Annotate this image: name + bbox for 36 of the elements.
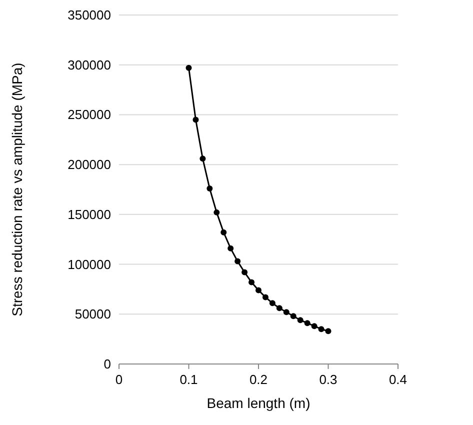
point	[206, 186, 213, 192]
y-axis-title: Stress reduction rate vs amplitude (MPa)	[9, 62, 25, 316]
point	[200, 156, 206, 162]
point	[214, 209, 220, 216]
x-tick-label: 0.4	[388, 372, 408, 387]
point	[192, 116, 199, 123]
y-tick-label: 350000	[68, 8, 111, 22]
point	[186, 64, 192, 71]
y-tick-label: 0	[104, 356, 111, 372]
x-tick-label: 0.1	[180, 372, 198, 387]
x-tick-label: 0	[115, 372, 123, 387]
point	[304, 320, 310, 326]
point	[318, 326, 324, 332]
point	[290, 313, 296, 320]
y-tick-label: 300000	[68, 57, 111, 72]
point	[234, 258, 241, 264]
y-tick-label: 50000	[74, 306, 111, 322]
point	[256, 287, 262, 294]
point	[262, 294, 268, 300]
x-tick-label: 0.2	[249, 372, 268, 387]
point	[228, 245, 234, 252]
point	[325, 328, 332, 334]
point	[297, 317, 304, 324]
x-tick-label: 0.3	[319, 372, 338, 387]
x-axis-title: Beam length (m)	[206, 395, 310, 411]
point	[242, 269, 248, 276]
y-tick-label: 250000	[68, 107, 111, 122]
point	[276, 305, 282, 312]
point	[220, 229, 227, 236]
y-tick-label: 150000	[68, 206, 111, 222]
point	[269, 300, 276, 306]
y-tick-label: 200000	[68, 157, 111, 172]
point	[248, 279, 255, 286]
y-tick-label: 100000	[68, 256, 111, 272]
point	[311, 323, 318, 330]
point	[283, 309, 290, 316]
